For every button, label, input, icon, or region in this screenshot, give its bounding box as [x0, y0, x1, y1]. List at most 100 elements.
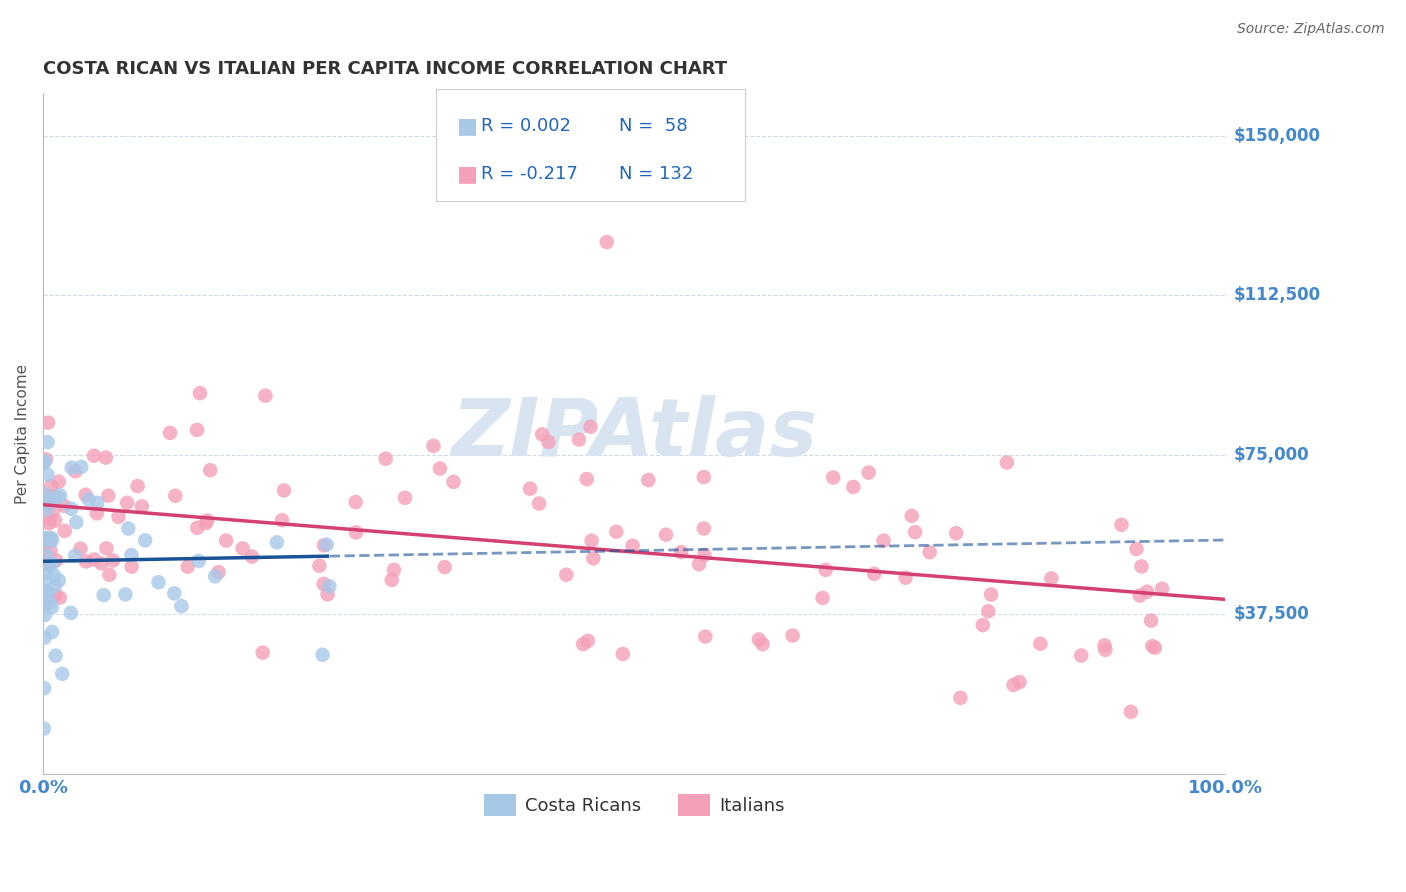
- Point: [429, 461, 451, 475]
- Point: [655, 527, 678, 541]
- Point: [637, 473, 659, 487]
- Point: [186, 423, 208, 437]
- Point: [555, 567, 578, 582]
- Point: [344, 525, 367, 540]
- Point: [170, 599, 193, 614]
- Point: [45, 648, 67, 663]
- Point: [315, 538, 337, 552]
- Point: [688, 558, 710, 572]
- Point: [46, 490, 69, 504]
- Point: [381, 573, 404, 587]
- Point: [38, 516, 60, 531]
- Point: [41, 533, 63, 548]
- Point: [204, 569, 226, 583]
- Point: [38, 532, 60, 546]
- Point: [39, 491, 62, 506]
- Point: [394, 491, 416, 505]
- Point: [252, 646, 274, 660]
- Point: [1125, 542, 1147, 557]
- Point: [41, 624, 63, 639]
- Point: [972, 618, 994, 632]
- Point: [194, 516, 217, 530]
- Point: [163, 586, 186, 600]
- Point: [35, 566, 58, 581]
- Point: [83, 552, 105, 566]
- Point: [101, 553, 124, 567]
- Point: [41, 600, 63, 615]
- Point: [537, 434, 560, 449]
- Text: N =  58: N = 58: [619, 118, 688, 136]
- Point: [872, 533, 894, 548]
- Point: [39, 479, 62, 493]
- Point: [134, 533, 156, 548]
- Point: [37, 467, 59, 482]
- Text: R = -0.217: R = -0.217: [481, 165, 578, 183]
- Point: [121, 559, 143, 574]
- Point: [1094, 639, 1116, 653]
- Legend: Costa Ricans, Italians: Costa Ricans, Italians: [477, 787, 792, 823]
- Point: [34, 495, 56, 509]
- Point: [49, 591, 72, 605]
- Point: [131, 500, 153, 514]
- Point: [32, 598, 55, 612]
- Point: [693, 470, 716, 484]
- Point: [572, 637, 595, 651]
- Point: [693, 521, 716, 535]
- Point: [127, 479, 149, 493]
- Point: [858, 466, 880, 480]
- Point: [37, 489, 59, 503]
- Point: [1029, 637, 1052, 651]
- Text: R = 0.002: R = 0.002: [481, 118, 571, 136]
- Point: [316, 587, 339, 601]
- Point: [531, 427, 554, 442]
- Point: [693, 548, 716, 562]
- Point: [107, 509, 129, 524]
- Point: [186, 521, 208, 535]
- Point: [34, 546, 56, 560]
- Point: [38, 533, 60, 548]
- Point: [273, 483, 295, 498]
- Point: [37, 416, 59, 430]
- Point: [35, 502, 58, 516]
- Point: [579, 419, 602, 434]
- Point: [266, 535, 288, 549]
- Point: [894, 571, 917, 585]
- Point: [94, 450, 117, 465]
- Point: [568, 433, 591, 447]
- Point: [1111, 517, 1133, 532]
- Point: [77, 492, 100, 507]
- Point: [980, 588, 1002, 602]
- Point: [75, 554, 97, 568]
- Text: Source: ZipAtlas.com: Source: ZipAtlas.com: [1237, 22, 1385, 37]
- Point: [900, 508, 922, 523]
- Point: [117, 522, 139, 536]
- Point: [65, 464, 87, 478]
- Point: [977, 604, 1000, 618]
- Point: [842, 480, 865, 494]
- Point: [53, 524, 76, 538]
- Point: [995, 456, 1018, 470]
- Point: [34, 583, 56, 598]
- Point: [69, 541, 91, 556]
- Point: [49, 488, 72, 502]
- Point: [60, 460, 83, 475]
- Point: [37, 557, 59, 571]
- Point: [63, 549, 86, 563]
- Point: [35, 452, 58, 467]
- Point: [38, 558, 60, 573]
- Text: ■: ■: [457, 163, 478, 184]
- Point: [621, 539, 644, 553]
- Point: [1008, 675, 1031, 690]
- Point: [612, 647, 634, 661]
- Point: [41, 557, 63, 571]
- Point: [232, 541, 254, 556]
- Point: [188, 386, 211, 401]
- Point: [34, 574, 56, 588]
- Point: [86, 506, 108, 520]
- Point: [1140, 614, 1163, 628]
- Point: [97, 489, 120, 503]
- Point: [1070, 648, 1092, 663]
- Point: [254, 389, 277, 403]
- Point: [318, 579, 340, 593]
- Point: [35, 549, 58, 563]
